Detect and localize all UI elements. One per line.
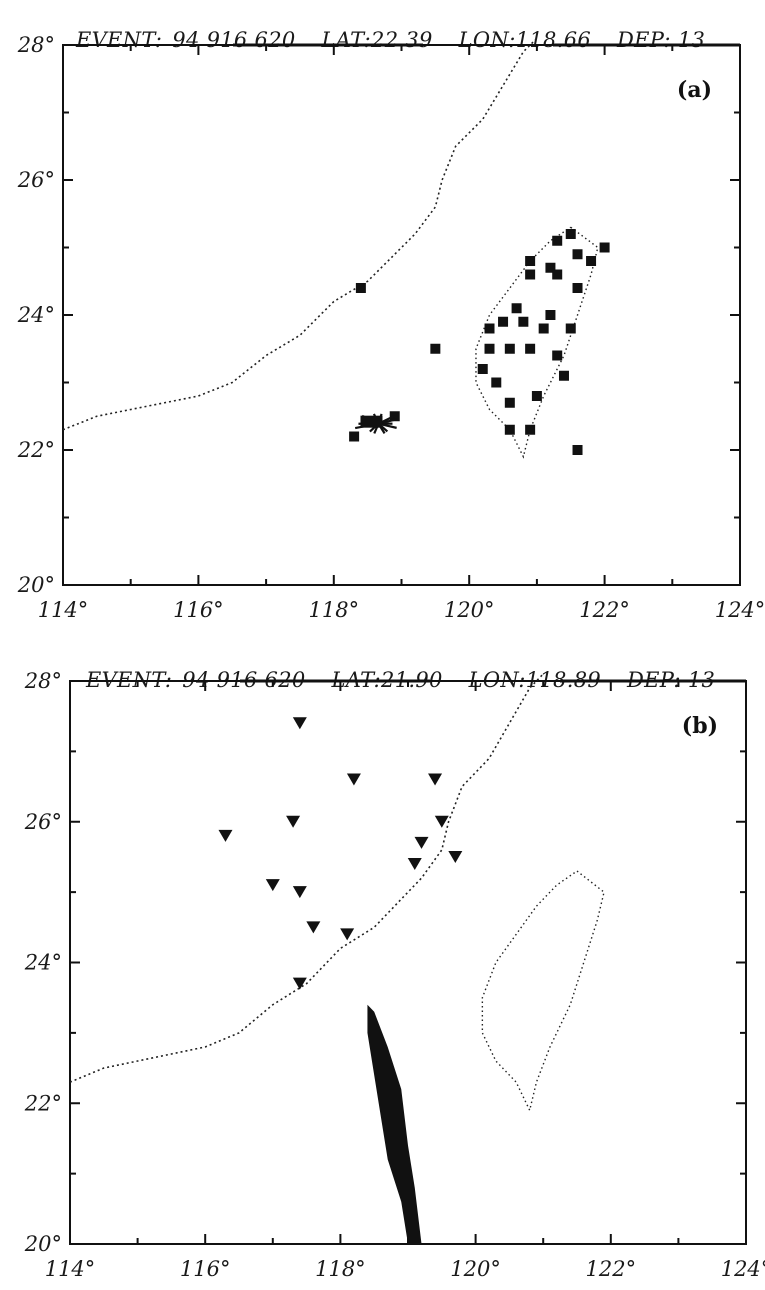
station-marker <box>415 837 429 849</box>
x-tick-label: 120° <box>450 1257 501 1281</box>
x-tick-label: 124° <box>721 1257 765 1281</box>
china-coastline <box>70 674 543 1082</box>
panel-label: (b) <box>682 713 718 739</box>
epicenter-band <box>367 1005 421 1244</box>
x-tick-label: 118° <box>315 1257 366 1281</box>
x-tick-label: 122° <box>586 1257 637 1281</box>
station-marker <box>347 774 361 786</box>
epicenter-swath <box>367 1005 421 1244</box>
y-tick-label: 20° <box>24 1232 62 1256</box>
station-marker <box>306 921 320 933</box>
x-tick-label: 114° <box>45 1257 96 1281</box>
station-marker <box>218 830 232 842</box>
station-marker <box>293 886 307 898</box>
x-tick-label: 116° <box>180 1257 231 1281</box>
station-marker <box>408 858 422 870</box>
y-tick-label: 26° <box>24 810 62 834</box>
y-tick-label: 28° <box>24 669 62 693</box>
station-marker <box>340 928 354 940</box>
station-marker <box>266 879 280 891</box>
station-marker <box>286 816 300 828</box>
station-marker <box>448 851 462 863</box>
y-tick-label: 24° <box>24 951 62 975</box>
y-tick-label: 22° <box>24 1091 62 1115</box>
station-marker <box>428 774 442 786</box>
station-marker <box>435 816 449 828</box>
taiwan-outline <box>482 871 604 1110</box>
station-marker <box>293 717 307 729</box>
station-marker <box>293 978 307 990</box>
